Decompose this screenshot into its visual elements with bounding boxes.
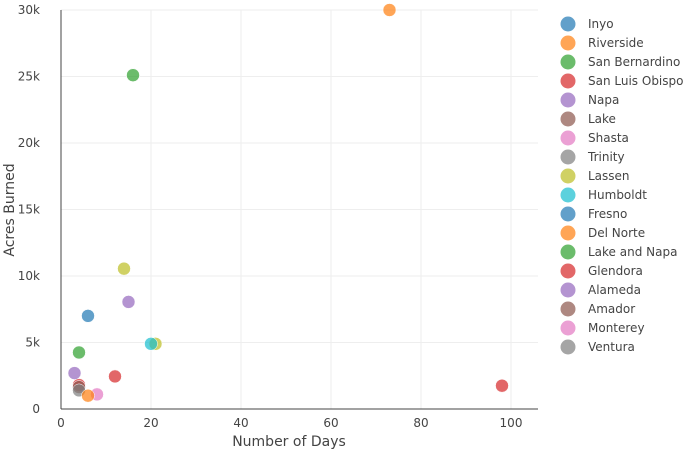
legend-label: Amador <box>588 302 635 316</box>
y-tick-label: 0 <box>32 402 40 416</box>
legend-item[interactable]: Amador <box>560 301 636 317</box>
legend-marker <box>560 73 576 89</box>
data-point[interactable] <box>108 369 122 384</box>
x-tick-label: 60 <box>323 416 338 430</box>
legend-label: Del Norte <box>588 226 645 240</box>
legend-label: San Bernardino <box>588 55 680 69</box>
data-points <box>67 3 509 403</box>
legend-item[interactable]: Del Norte <box>560 225 646 241</box>
data-point[interactable] <box>495 378 509 393</box>
legend-marker <box>560 149 576 165</box>
legend-marker <box>560 35 576 51</box>
legend-marker <box>560 54 576 70</box>
legend-item[interactable]: Humboldt <box>560 187 648 203</box>
legend-item[interactable]: San Luis Obispo <box>560 73 684 89</box>
x-tick-label: 20 <box>143 416 158 430</box>
data-point[interactable] <box>81 309 95 323</box>
legend-marker <box>560 320 576 336</box>
y-tick-label: 25k <box>18 70 40 84</box>
legend-label: Shasta <box>588 131 629 145</box>
legend-marker <box>560 282 576 298</box>
x-tick-label: 80 <box>413 416 428 430</box>
x-tick-label: 100 <box>500 416 523 430</box>
data-point[interactable] <box>72 345 86 360</box>
x-tick-label: 0 <box>57 416 65 430</box>
legend-marker <box>560 263 576 279</box>
y-tick-labels: 0 5k 10k 15k 20k 25k 30k <box>18 3 40 416</box>
legend-label: Humboldt <box>588 188 647 202</box>
data-point[interactable] <box>126 68 140 82</box>
legend-item[interactable]: Lake <box>560 111 616 127</box>
legend-label: Lassen <box>588 169 630 183</box>
legend-item[interactable]: Fresno <box>560 206 628 222</box>
legend-item[interactable]: Monterey <box>560 320 645 336</box>
y-tick-label: 15k <box>18 203 40 217</box>
y-tick-label: 10k <box>18 269 40 283</box>
legend-item[interactable]: Lassen <box>560 168 630 184</box>
data-point[interactable] <box>121 295 136 309</box>
legend-marker <box>560 206 576 222</box>
y-tick-label: 20k <box>18 136 40 150</box>
legend-label: Fresno <box>588 207 627 221</box>
legend-label: Napa <box>588 93 619 107</box>
legend-item[interactable]: Shasta <box>560 130 629 146</box>
legend-label: Alameda <box>588 283 641 297</box>
legend-marker <box>560 187 576 203</box>
legend-label: Riverside <box>588 36 644 50</box>
legend-marker <box>560 111 576 127</box>
legend-label: Monterey <box>588 321 645 335</box>
x-tick-labels: 0 20 40 60 80 100 <box>57 416 522 430</box>
legend-marker <box>560 130 576 146</box>
x-tick-label: 40 <box>233 416 248 430</box>
axes <box>60 10 538 410</box>
legend-item[interactable]: San Bernardino <box>560 54 681 70</box>
y-axis-title: Acres Burned <box>2 163 18 256</box>
legend-marker <box>560 244 576 260</box>
legend-item[interactable]: Inyo <box>560 16 614 32</box>
legend-marker <box>560 339 576 355</box>
legend-marker <box>560 92 576 108</box>
legend-item[interactable]: Ventura <box>560 339 635 355</box>
legend-item[interactable]: Napa <box>560 92 620 108</box>
legend-item[interactable]: Lake and Napa <box>560 244 678 260</box>
legend-label: Ventura <box>588 340 635 354</box>
data-point[interactable] <box>144 337 158 351</box>
legend-marker <box>560 301 576 317</box>
x-axis-title: Number of Days <box>232 434 346 450</box>
legend-item[interactable]: Glendora <box>560 263 643 279</box>
legend-label: Glendora <box>588 264 643 278</box>
legend-marker <box>560 16 576 32</box>
grid <box>61 9 538 409</box>
legend-item[interactable]: Trinity <box>560 149 625 165</box>
legend-item[interactable]: Alameda <box>560 282 641 298</box>
data-point[interactable] <box>81 388 95 403</box>
data-point[interactable] <box>67 366 82 380</box>
legend-marker <box>560 168 576 184</box>
legend-marker <box>560 225 576 241</box>
data-point[interactable] <box>117 261 131 276</box>
legend-label: San Luis Obispo <box>588 74 683 88</box>
y-tick-label: 5k <box>25 336 40 350</box>
legend-item[interactable]: Riverside <box>560 35 644 51</box>
legend-label: Lake <box>588 112 616 126</box>
data-point[interactable] <box>382 3 397 17</box>
y-tick-label: 30k <box>18 3 40 17</box>
legend-label: Inyo <box>588 17 614 31</box>
legend-label: Trinity <box>587 150 625 164</box>
legend[interactable]: Inyo Riverside San Bernardino San Luis Obis… <box>560 16 684 355</box>
legend-label: Lake and Napa <box>588 245 677 259</box>
